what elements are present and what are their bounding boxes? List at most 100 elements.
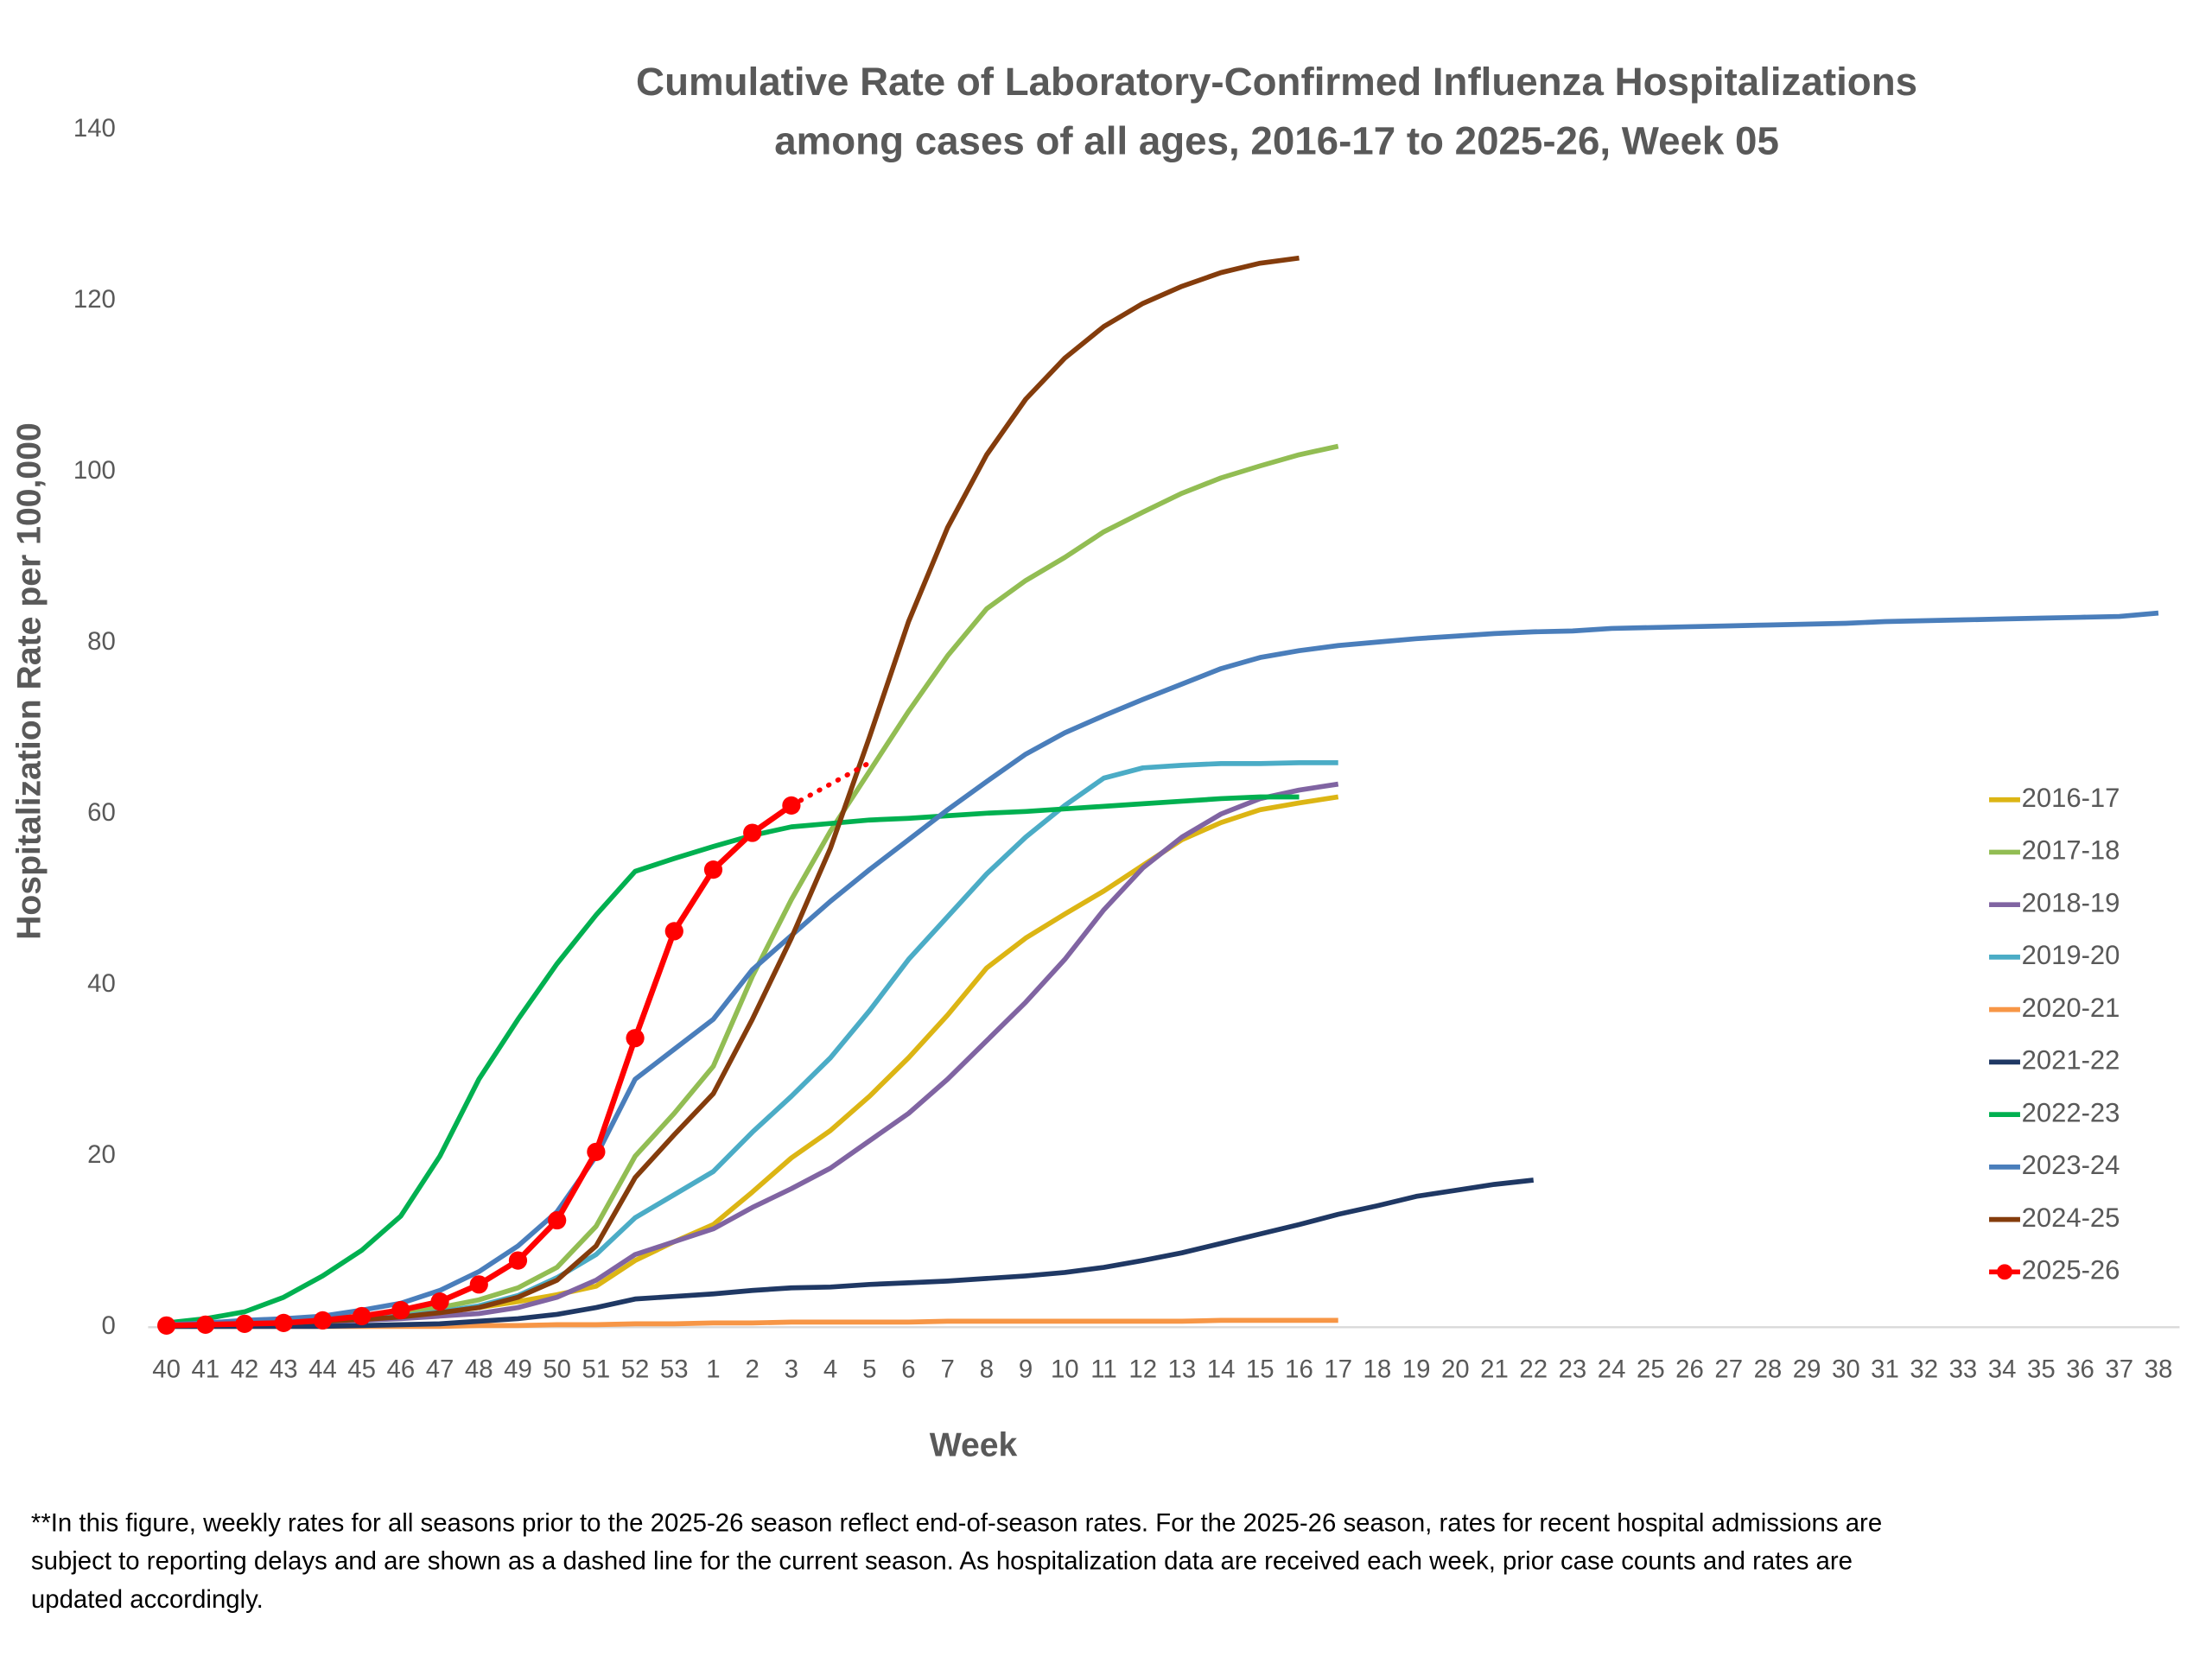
x-tick-label: 51 (582, 1355, 611, 1384)
x-tick-label: 36 (2066, 1355, 2094, 1384)
x-tick-label: 34 (1988, 1355, 2017, 1384)
x-tick-label: 7 (941, 1355, 955, 1384)
x-tick-label: 52 (621, 1355, 650, 1384)
x-tick-label: 12 (1128, 1355, 1157, 1384)
point-marker (391, 1300, 410, 1320)
y-tick-label: 0 (102, 1311, 116, 1340)
series-line (166, 760, 1338, 1329)
x-tick-label: 40 (152, 1355, 181, 1384)
legend-label: 2022-23 (2022, 1097, 2120, 1127)
x-tick-label: 37 (2105, 1355, 2133, 1384)
x-tick-label: 22 (1519, 1355, 1548, 1384)
legend-label: 2023-24 (2022, 1150, 2120, 1180)
x-tick-label: 4 (823, 1355, 837, 1384)
legend-label: 2018-19 (2022, 887, 2120, 917)
chart-title: Cumulative Rate of Laboratory-Confirmed … (636, 60, 1917, 104)
x-tick-label: 23 (1559, 1355, 1587, 1384)
footnote: **In this figure, weekly rates for all s… (31, 1509, 1882, 1538)
point-marker (353, 1306, 372, 1326)
y-tick-label: 140 (73, 114, 116, 143)
point-marker (782, 796, 801, 815)
x-tick-label: 28 (1754, 1355, 1783, 1384)
point-marker (626, 1029, 645, 1048)
point-marker (274, 1313, 293, 1332)
x-tick-label: 15 (1246, 1355, 1274, 1384)
x-tick-label: 48 (465, 1355, 493, 1384)
point-marker (508, 1251, 528, 1270)
x-tick-label: 10 (1051, 1355, 1079, 1384)
x-tick-label: 50 (543, 1355, 571, 1384)
x-tick-label: 21 (1480, 1355, 1509, 1384)
x-tick-label: 41 (192, 1355, 220, 1384)
x-tick-label: 8 (980, 1355, 994, 1384)
x-tick-label: 47 (426, 1355, 454, 1384)
x-tick-label: 29 (1793, 1355, 1821, 1384)
point-marker (313, 1311, 333, 1330)
x-axis-title: Week (930, 1426, 1018, 1463)
legend-label: 2024-25 (2022, 1203, 2120, 1233)
point-marker (548, 1210, 567, 1230)
legend-label: 2025-26 (2022, 1255, 2120, 1285)
point-marker (235, 1314, 254, 1333)
y-tick-label: 60 (87, 798, 116, 827)
footnote: updated accordingly. (31, 1585, 264, 1614)
x-tick-label: 24 (1598, 1355, 1626, 1384)
series-line (166, 794, 1300, 1326)
point-marker (703, 860, 723, 879)
x-tick-label: 42 (231, 1355, 259, 1384)
x-tick-label: 32 (1910, 1355, 1938, 1384)
x-tick-label: 2 (746, 1355, 760, 1384)
x-tick-label: 27 (1714, 1355, 1743, 1384)
legend-label: 2017-18 (2022, 835, 2120, 866)
y-tick-label: 120 (73, 285, 116, 314)
point-marker (743, 823, 762, 842)
point-marker (157, 1316, 176, 1335)
legend-label: 2021-22 (2022, 1045, 2120, 1076)
x-tick-label: 33 (1949, 1355, 1978, 1384)
x-tick-label: 19 (1402, 1355, 1431, 1384)
point-marker (664, 922, 683, 941)
x-tick-label: 46 (387, 1355, 416, 1384)
x-tick-label: 6 (901, 1355, 915, 1384)
y-axis-title: Hospitalization Rate per 100,000 (10, 422, 48, 940)
x-tick-label: 43 (270, 1355, 298, 1384)
point-marker (587, 1142, 606, 1161)
x-tick-label: 44 (308, 1355, 337, 1384)
y-tick-label: 20 (87, 1140, 116, 1169)
x-tick-label: 9 (1019, 1355, 1033, 1384)
series-line (166, 803, 793, 1329)
point-marker (430, 1292, 449, 1311)
x-tick-label: 45 (347, 1355, 376, 1384)
series-line (166, 1177, 1535, 1330)
x-tick-label: 11 (1090, 1355, 1117, 1384)
x-tick-label: 3 (785, 1355, 798, 1384)
legend-label: 2020-21 (2022, 993, 2120, 1023)
footnote: subject to reporting delays and are show… (31, 1547, 1853, 1576)
point-marker (469, 1275, 488, 1294)
x-tick-label: 25 (1637, 1355, 1665, 1384)
y-tick-label: 100 (73, 456, 116, 485)
y-tick-label: 80 (87, 627, 116, 656)
x-tick-label: 17 (1324, 1355, 1352, 1384)
x-tick-label: 5 (862, 1355, 876, 1384)
chart-title: among cases of all ages, 2016-17 to 2025… (774, 119, 1779, 163)
series-line (166, 255, 1300, 1329)
x-tick-label: 35 (2027, 1355, 2056, 1384)
x-tick-label: 26 (1675, 1355, 1704, 1384)
x-tick-label: 1 (706, 1355, 720, 1384)
x-tick-label: 30 (1832, 1355, 1860, 1384)
legend-marker (1997, 1264, 2012, 1280)
x-tick-label: 38 (2145, 1355, 2173, 1384)
x-tick-label: 53 (660, 1355, 689, 1384)
legend-label: 2016-17 (2022, 783, 2120, 813)
series-line (166, 781, 1339, 1329)
x-tick-label: 18 (1363, 1355, 1392, 1384)
point-marker (196, 1315, 215, 1334)
x-tick-label: 14 (1207, 1355, 1236, 1384)
x-tick-label: 31 (1871, 1355, 1899, 1384)
x-tick-label: 49 (504, 1355, 532, 1384)
y-tick-label: 40 (87, 969, 116, 998)
x-tick-label: 16 (1285, 1355, 1313, 1384)
